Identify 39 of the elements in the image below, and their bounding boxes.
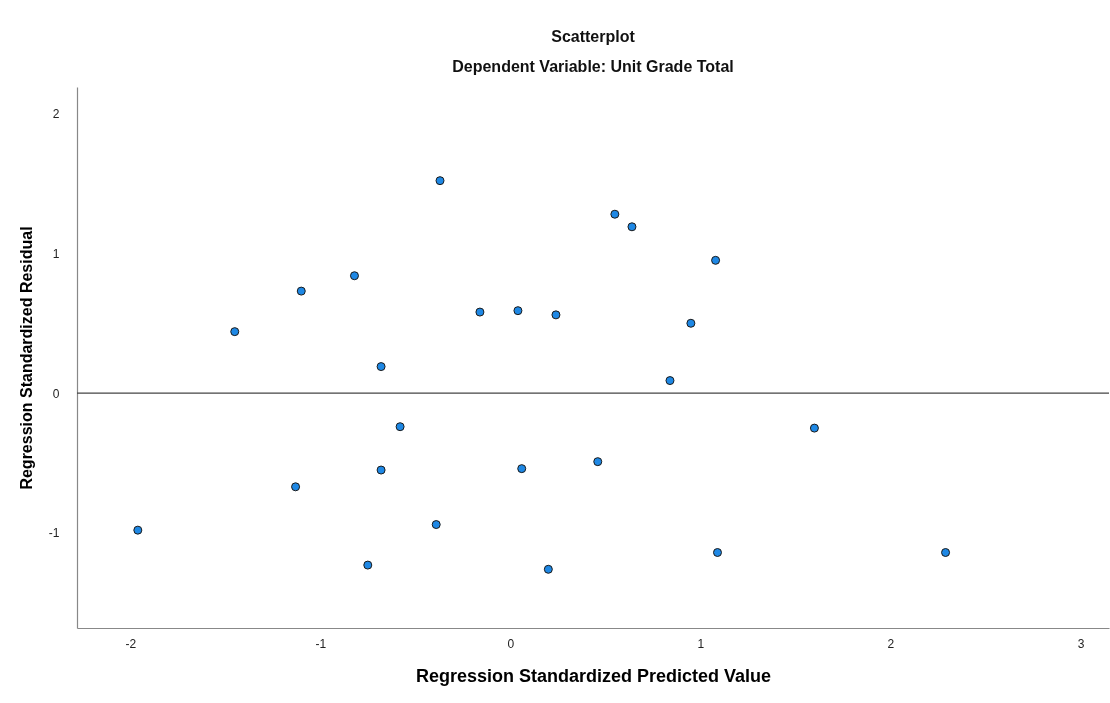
x-tick-label: 1: [697, 636, 705, 651]
chart-subtitle: Dependent Variable: Unit Grade Total: [452, 58, 734, 75]
point: [475, 307, 485, 317]
point: [376, 362, 386, 372]
point: [395, 422, 405, 432]
y-tick-label: 0: [52, 386, 60, 401]
x-tick-label: 3: [1077, 636, 1085, 651]
point: [543, 564, 553, 574]
x-tick-label: 2: [887, 636, 895, 651]
y-tick-label: 1: [52, 246, 60, 261]
x-tick-label: -1: [315, 636, 327, 651]
x-tick-label: 0: [507, 636, 515, 651]
point: [809, 423, 819, 433]
point: [665, 376, 675, 386]
point: [551, 310, 561, 320]
point: [349, 271, 359, 281]
point: [435, 176, 445, 186]
point: [711, 255, 721, 265]
x-axis-title: Regression Standardized Predicted Value: [415, 665, 772, 686]
point: [363, 560, 373, 570]
y-tick-label: 2: [52, 107, 60, 122]
point: [610, 209, 620, 219]
point: [686, 318, 696, 328]
point: [517, 464, 527, 474]
point: [513, 306, 523, 316]
point: [431, 520, 441, 530]
y-axis-title: Regression Standardized Residual: [17, 226, 35, 490]
point: [133, 525, 143, 535]
point: [291, 482, 301, 492]
point: [627, 222, 637, 232]
point: [593, 457, 603, 467]
point: [296, 286, 306, 296]
x-tick-label: -2: [125, 636, 137, 651]
chart-title: Scatterplot: [551, 28, 636, 45]
y-tick-label: -1: [48, 526, 60, 541]
point: [712, 548, 722, 557]
point: [941, 548, 951, 557]
point: [230, 327, 240, 337]
point: [376, 465, 386, 475]
